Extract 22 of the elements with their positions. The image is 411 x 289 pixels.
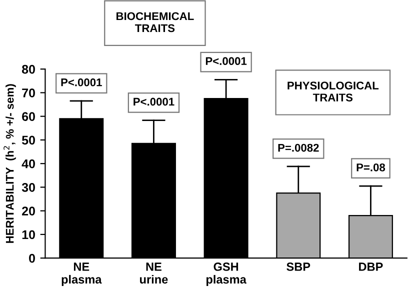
y-tick-label: 10 — [22, 230, 35, 240]
y-axis-title: HERITABILITY (h$^{2}$, % +/- sem) — [4, 84, 16, 243]
y-tick-label: 50 — [22, 136, 35, 145]
x-tick-label: DBP — [359, 262, 383, 271]
y-tick-label: 60 — [22, 112, 35, 121]
annotation: P=.08 — [356, 163, 386, 172]
annotation: P<.0001 — [206, 57, 247, 66]
y-tick-label: 70 — [22, 88, 35, 98]
y-tick-label: 0 — [29, 254, 35, 263]
annotation: P<.0001 — [61, 78, 102, 86]
y-tick-label: 40 — [22, 159, 35, 168]
x-tick-label: NE plasma — [62, 262, 102, 286]
text: BIOCHEMICAL TRAITS — [116, 12, 194, 32]
x-tick-label: SBP — [286, 262, 310, 271]
y-tick-label: 80 — [22, 64, 35, 74]
annotation: P<.0001 — [134, 98, 174, 106]
y-tick-label: 30 — [22, 183, 35, 192]
x-tick-label: NE urine — [140, 262, 168, 284]
y-tick-label: 20 — [22, 206, 35, 216]
annotation: P=.0082 — [278, 144, 319, 152]
x-tick-label: GSH plasma — [206, 262, 246, 286]
annotation: PHYSIOLOGICAL TRAITS — [288, 82, 379, 102]
